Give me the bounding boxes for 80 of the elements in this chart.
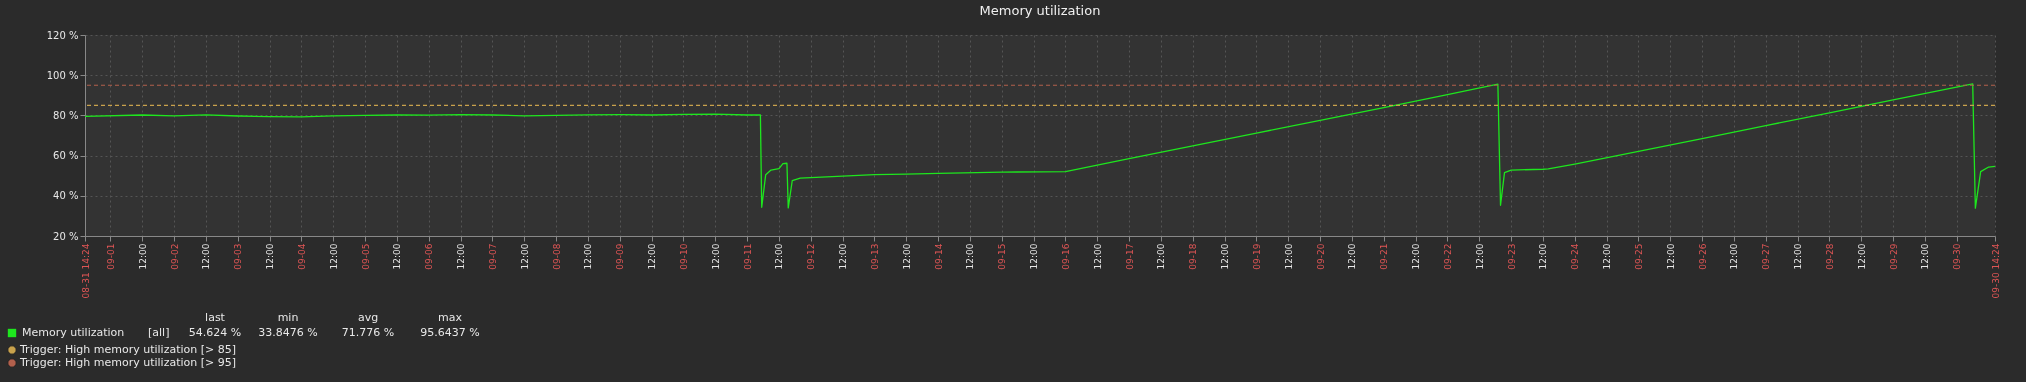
x-tick-label: 12:00 <box>1665 243 1676 270</box>
x-tick-label: 09-30 <box>1952 243 1963 270</box>
x-tick-label: 09-22 <box>1442 243 1453 270</box>
text: 71.776 % <box>341 326 395 339</box>
x-tick-label: 09-21 <box>1379 243 1390 270</box>
x-tick-label: 09-27 <box>1761 243 1772 270</box>
x-tick-label: 09-19 <box>1251 243 1262 270</box>
x-tick-label: 09-01 <box>105 243 116 270</box>
legend-label: Trigger: High memory utilization [> 85] <box>19 343 237 356</box>
y-tick-label: 120 % <box>46 29 79 41</box>
x-tick-label: 09-26 <box>1697 243 1708 270</box>
x-tick-label: 12:00 <box>1029 243 1040 270</box>
x-tick-label: 09-09 <box>615 243 626 270</box>
x-tick-label: 12:00 <box>456 243 467 270</box>
x-tick-label: 12:00 <box>1856 243 1867 270</box>
x-tick-label: 09-02 <box>169 243 180 270</box>
text: avg <box>357 311 379 324</box>
x-tick-label: 09-24 <box>1570 243 1581 270</box>
x-tick-label: 09-17 <box>1124 243 1135 270</box>
x-tick-label: 09-16 <box>1060 243 1071 270</box>
x-tick-label: 12:00 <box>1538 243 1549 270</box>
legend-label: Memory utilization <box>22 326 125 339</box>
x-tick-label: 09-15 <box>997 243 1008 270</box>
x-tick-label: 12:00 <box>1283 243 1294 270</box>
x-tick-label: 09-30 14:24 <box>1990 243 2001 299</box>
x-tick-label: 12:00 <box>1156 243 1167 270</box>
x-tick-label: 09-05 <box>360 243 371 270</box>
x-tick-label: 12:00 <box>328 243 339 270</box>
x-tick-label: 09-28 <box>1824 243 1835 270</box>
x-tick-label: 09-04 <box>296 243 307 270</box>
x-tick-label: 12:00 <box>137 243 148 270</box>
x-tick-label: 09-10 <box>678 243 689 270</box>
text: last <box>205 311 226 324</box>
text: max <box>438 311 463 324</box>
x-tick-label: 09-18 <box>1188 243 1199 270</box>
legend-label: Trigger: High memory utilization [> 95] <box>19 356 237 369</box>
text: 95.6437 % <box>420 326 480 339</box>
x-tick-label: 12:00 <box>647 243 658 270</box>
y-tick-label: 80 % <box>53 109 79 121</box>
chart-title: Memory utilization <box>979 3 1101 18</box>
x-tick-label: 12:00 <box>965 243 976 270</box>
x-tick-label: 09-14 <box>933 243 944 270</box>
y-tick-label: 40 % <box>53 190 79 202</box>
x-tick-label: 09-29 <box>1888 243 1899 270</box>
x-tick-label: 09-08 <box>551 243 562 270</box>
x-tick-label: 12:00 <box>1411 243 1422 270</box>
x-tick-label: 09-11 <box>742 243 753 270</box>
x-tick-label: 12:00 <box>1347 243 1358 270</box>
y-tick-label: 100 % <box>46 69 79 81</box>
y-tick-label: 20 % <box>53 230 79 242</box>
x-tick-label: 12:00 <box>201 243 212 270</box>
text: 54.624 % <box>188 326 242 339</box>
x-tick-label: 12:00 <box>1092 243 1103 270</box>
y-tick-label: 60 % <box>53 150 79 162</box>
x-tick-label: 12:00 <box>265 243 276 270</box>
x-tick-label: 12:00 <box>838 243 849 270</box>
x-tick-label: 12:00 <box>392 243 403 270</box>
x-tick-label: 12:00 <box>774 243 785 270</box>
text: 33.8476 % <box>258 326 318 339</box>
x-tick-label: 09-12 <box>806 243 817 270</box>
text: [all] <box>148 326 170 339</box>
x-tick-label: 12:00 <box>1220 243 1231 270</box>
x-tick-label: 12:00 <box>1920 243 1931 270</box>
x-tick-label: 12:00 <box>583 243 594 270</box>
x-tick-label: 12:00 <box>1602 243 1613 270</box>
x-tick-label: 09-07 <box>487 243 498 270</box>
x-tick-label: 08-31 14:24 <box>80 243 91 299</box>
x-tick-label: 09-23 <box>1506 243 1517 270</box>
x-tick-label: 12:00 <box>901 243 912 270</box>
x-tick-label: 09-20 <box>1315 243 1326 270</box>
x-tick-label: 09-03 <box>233 243 244 270</box>
x-tick-label: 12:00 <box>519 243 530 270</box>
x-tick-label: 09-25 <box>1633 243 1644 270</box>
x-tick-label: 09-06 <box>424 243 435 270</box>
x-tick-label: 12:00 <box>1474 243 1485 270</box>
text: min <box>277 311 299 324</box>
x-tick-label: 12:00 <box>1793 243 1804 270</box>
x-tick-label: 09-13 <box>869 243 880 270</box>
x-tick-label: 12:00 <box>1729 243 1740 270</box>
x-tick-label: 12:00 <box>710 243 721 270</box>
